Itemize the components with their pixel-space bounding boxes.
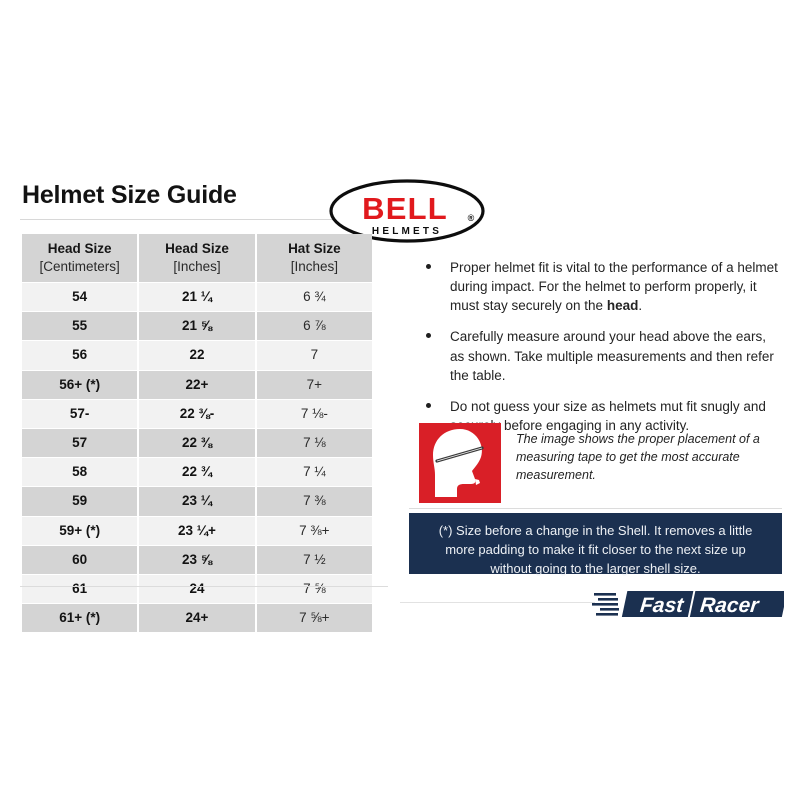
list-item-text-tail: . <box>638 298 643 314</box>
column-header-hat-size-in: Hat Size [Inches] <box>256 234 372 283</box>
column-header-title: Head Size <box>47 241 112 256</box>
fit-tips-list: Proper helmet fit is vital to the perfor… <box>414 258 782 447</box>
table-cell: 22 ⅜ <box>139 429 255 458</box>
table-cell: 56+ (*) <box>22 370 138 399</box>
table-row: 57- 22 ⅜- 7 ⅛- <box>22 399 372 429</box>
title-divider <box>20 219 388 220</box>
table-cell: 7 ⅜+ <box>256 516 372 545</box>
table-cell: 6 ¾ <box>256 283 372 312</box>
svg-text:HELMETS: HELMETS <box>372 226 442 237</box>
column-header-head-size-in: Head Size [Inches] <box>139 234 255 283</box>
svg-text:Racer: Racer <box>699 594 762 617</box>
table-cell: 55 <box>22 312 138 341</box>
table-cell: 57- <box>22 399 138 429</box>
table-row: 59+ (*) 23 ¼+ 7 ⅜+ <box>22 516 372 545</box>
table-cell: 60 <box>22 545 138 574</box>
table-cell: 24 <box>139 574 255 604</box>
table-cell: 22 <box>139 341 255 370</box>
head-measurement-image <box>419 423 501 503</box>
table-cell: 21 ¼ <box>139 283 255 312</box>
table-cell: 57 <box>22 429 138 458</box>
table-cell: 61 <box>22 574 138 604</box>
table-cell: 22 ¾ <box>139 458 255 487</box>
bell-helmets-logo: BELL ® HELMETS <box>327 179 487 243</box>
table-header-row: Head Size [Centimeters] Head Size [Inche… <box>22 234 372 283</box>
table-bottom-divider <box>20 586 388 587</box>
table-cell: 7 <box>256 341 372 370</box>
column-header-unit: [Inches] <box>290 258 338 274</box>
table-header: Head Size [Centimeters] Head Size [Inche… <box>22 234 372 283</box>
table-cell: 56 <box>22 341 138 370</box>
column-header-title: Hat Size <box>288 241 341 256</box>
page-title: Helmet Size Guide <box>22 181 237 209</box>
fastracer-logo[interactable]: Fast Racer <box>592 588 788 620</box>
table-cell: 7 ⅝+ <box>256 604 372 633</box>
table-cell: 7 ⅛ <box>256 429 372 458</box>
list-item: Do not guess your size as helmets mut fi… <box>414 397 782 435</box>
table-row: 61+ (*) 24+ 7 ⅝+ <box>22 604 372 633</box>
table-row: 56 22 7 <box>22 341 372 370</box>
table-row: 61 24 7 ⅝ <box>22 574 372 604</box>
bullet-dot-icon <box>426 264 431 269</box>
table-cell: 58 <box>22 458 138 487</box>
table-row: 56+ (*) 22+ 7+ <box>22 370 372 399</box>
list-item-text: Do not guess your size as helmets mut fi… <box>450 398 766 434</box>
list-item-emphasis: head <box>606 298 639 314</box>
shell-change-footnote: (*) Size before a change in the Shell. I… <box>409 513 782 576</box>
svg-text:Fast: Fast <box>639 594 686 617</box>
table-cell: 22 ⅜- <box>139 399 255 429</box>
table-cell: 23 ⅝ <box>139 545 255 574</box>
helmet-size-table: Head Size [Centimeters] Head Size [Inche… <box>20 233 374 633</box>
column-header-unit: [Inches] <box>173 258 221 274</box>
table-cell: 7 ⅛- <box>256 399 372 429</box>
footer-divider <box>400 602 595 603</box>
table-cell: 7 ¼ <box>256 458 372 487</box>
table-cell: 59+ (*) <box>22 516 138 545</box>
head-image-caption: The image shows the proper placement of … <box>516 432 760 482</box>
list-item-text: Carefully measure around your head above… <box>450 329 774 383</box>
column-header-head-size-cm: Head Size [Centimeters] <box>22 234 138 283</box>
table-cell: 7 ⅝ <box>256 574 372 604</box>
column-header-title: Head Size <box>165 241 229 256</box>
svg-text:®: ® <box>468 213 475 223</box>
table-cell: 23 ¼ <box>139 487 255 516</box>
table-cell: 7+ <box>256 370 372 399</box>
bullet-dot-icon <box>426 402 431 408</box>
table-cell: 23 ¼+ <box>139 516 255 545</box>
column-header-unit: [Centimeters] <box>39 258 120 274</box>
table-cell: 21 ⅝ <box>139 312 255 341</box>
footnote-divider <box>409 508 782 509</box>
bullet-dot-icon <box>426 333 431 339</box>
table-cell: 7 ⅜ <box>256 487 372 516</box>
svg-text:BELL: BELL <box>362 191 448 226</box>
list-item-text: Proper helmet fit is vital to the perfor… <box>450 260 778 314</box>
table-cell: 54 <box>22 283 138 312</box>
table-cell: 59 <box>22 487 138 516</box>
table-cell: 7 ½ <box>256 545 372 574</box>
list-item: Proper helmet fit is vital to the perfor… <box>414 258 782 315</box>
list-item: Carefully measure around your head above… <box>414 327 782 384</box>
table-cell: 22+ <box>139 370 255 399</box>
table-cell: 24+ <box>139 604 255 633</box>
table-cell: 6 ⅞ <box>256 312 372 341</box>
table-cell: 61+ (*) <box>22 604 138 633</box>
